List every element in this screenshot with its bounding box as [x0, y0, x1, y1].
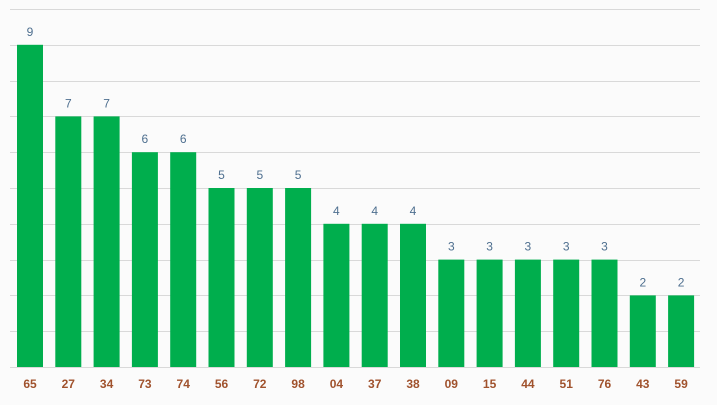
x-tick-label: 76 — [598, 377, 612, 391]
bar — [131, 152, 158, 367]
bar — [438, 259, 465, 367]
x-tick-label: 34 — [100, 377, 114, 391]
x-tick-label: 56 — [215, 377, 229, 391]
x-tick-label: 51 — [560, 377, 574, 391]
bar-value-label: 4 — [410, 204, 417, 218]
x-tick-label: 72 — [253, 377, 267, 391]
bar-value-label: 7 — [65, 96, 72, 110]
bar-value-label: 2 — [678, 275, 685, 289]
bar-value-label: 7 — [103, 96, 110, 110]
bar — [400, 223, 426, 367]
bar-value-label: 2 — [639, 275, 646, 289]
x-tick-label: 09 — [445, 377, 459, 391]
x-tick-label: 73 — [138, 377, 152, 391]
bar-value-label: 3 — [486, 240, 493, 254]
bar-value-label: 6 — [180, 132, 187, 146]
x-tick-label: 27 — [62, 377, 76, 391]
x-tick-label: 98 — [291, 377, 305, 391]
bar-value-label: 3 — [448, 240, 455, 254]
bar — [93, 116, 120, 368]
x-tick-label: 65 — [23, 377, 37, 391]
x-tick-label: 44 — [521, 377, 535, 391]
x-tick-label: 43 — [636, 377, 650, 391]
grid-lines — [10, 9, 700, 368]
x-axis-tick-labels: 65 27 34 73 74 56 72 98 04 37 38 09 15 44 51 76 43 59 — [23, 377, 688, 391]
bar — [285, 188, 312, 367]
bar — [323, 223, 350, 367]
bar — [170, 152, 197, 367]
value-labels: 9 7 7 6 6 5 5 5 4 4 4 3 3 3 3 3 2 2 — [27, 25, 685, 290]
bar-value-label: 5 — [295, 168, 302, 182]
bar-value-label: 5 — [256, 168, 263, 182]
x-tick-label: 15 — [483, 377, 497, 391]
bar — [246, 188, 273, 367]
bar — [514, 259, 541, 367]
bar-value-label: 9 — [27, 25, 34, 39]
bar — [668, 295, 695, 367]
bar — [361, 223, 388, 367]
bar-value-label: 4 — [333, 204, 340, 218]
x-tick-label: 59 — [674, 377, 688, 391]
bar — [629, 295, 656, 367]
bar-value-label: 6 — [142, 132, 149, 146]
bar-value-label: 3 — [525, 240, 532, 254]
bar — [553, 259, 580, 367]
x-tick-label: 38 — [406, 377, 420, 391]
x-tick-label: 37 — [368, 377, 382, 391]
bar-value-label: 4 — [371, 204, 378, 218]
bar-value-label: 3 — [563, 240, 570, 254]
bar — [476, 259, 503, 367]
bar-value-label: 3 — [601, 240, 608, 254]
bar-value-label: 5 — [218, 168, 225, 182]
x-tick-label: 74 — [177, 377, 191, 391]
bar — [208, 188, 235, 367]
bar — [55, 116, 82, 368]
bar — [591, 259, 618, 367]
bar — [17, 44, 43, 368]
bars — [17, 44, 695, 368]
x-tick-label: 04 — [330, 377, 344, 391]
